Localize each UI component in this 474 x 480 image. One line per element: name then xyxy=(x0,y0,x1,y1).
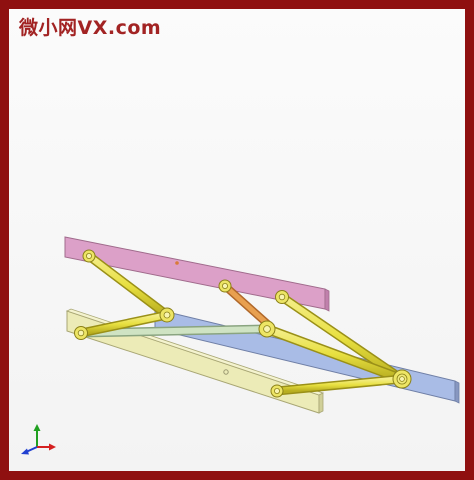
pale-green-link[interactable] xyxy=(76,324,272,338)
link-center-right[interactable] xyxy=(262,324,407,384)
cad-viewport[interactable]: 微小网VX.com xyxy=(9,9,465,471)
linkage-mechanism-scene[interactable] xyxy=(9,9,465,471)
link-bottom[interactable] xyxy=(272,374,407,396)
x-axis-arrowhead xyxy=(49,443,56,451)
pivot-joint[interactable] xyxy=(392,369,412,389)
pivot-joint[interactable] xyxy=(82,249,96,263)
top-plate[interactable] xyxy=(64,236,330,312)
pivot-joint[interactable] xyxy=(275,290,289,304)
pivot-joint[interactable] xyxy=(159,307,175,323)
watermark-logo: 微小网VX.com xyxy=(19,17,162,39)
axis-triad-icon xyxy=(21,424,56,455)
link-right-upper[interactable] xyxy=(277,292,407,384)
link-left-cross[interactable] xyxy=(76,310,172,338)
pivot-joints xyxy=(74,249,412,398)
plate-hole xyxy=(223,369,229,375)
z-axis-arrowhead xyxy=(21,448,29,455)
link-top-left[interactable] xyxy=(84,251,172,320)
pivot-joint[interactable] xyxy=(74,326,88,340)
pivot-joint[interactable] xyxy=(258,320,276,338)
y-axis-arrowhead xyxy=(33,424,41,431)
pivot-joint[interactable] xyxy=(218,279,232,293)
plate-marker xyxy=(175,261,179,265)
orange-link[interactable] xyxy=(221,282,275,331)
pivot-joint[interactable] xyxy=(270,384,284,398)
